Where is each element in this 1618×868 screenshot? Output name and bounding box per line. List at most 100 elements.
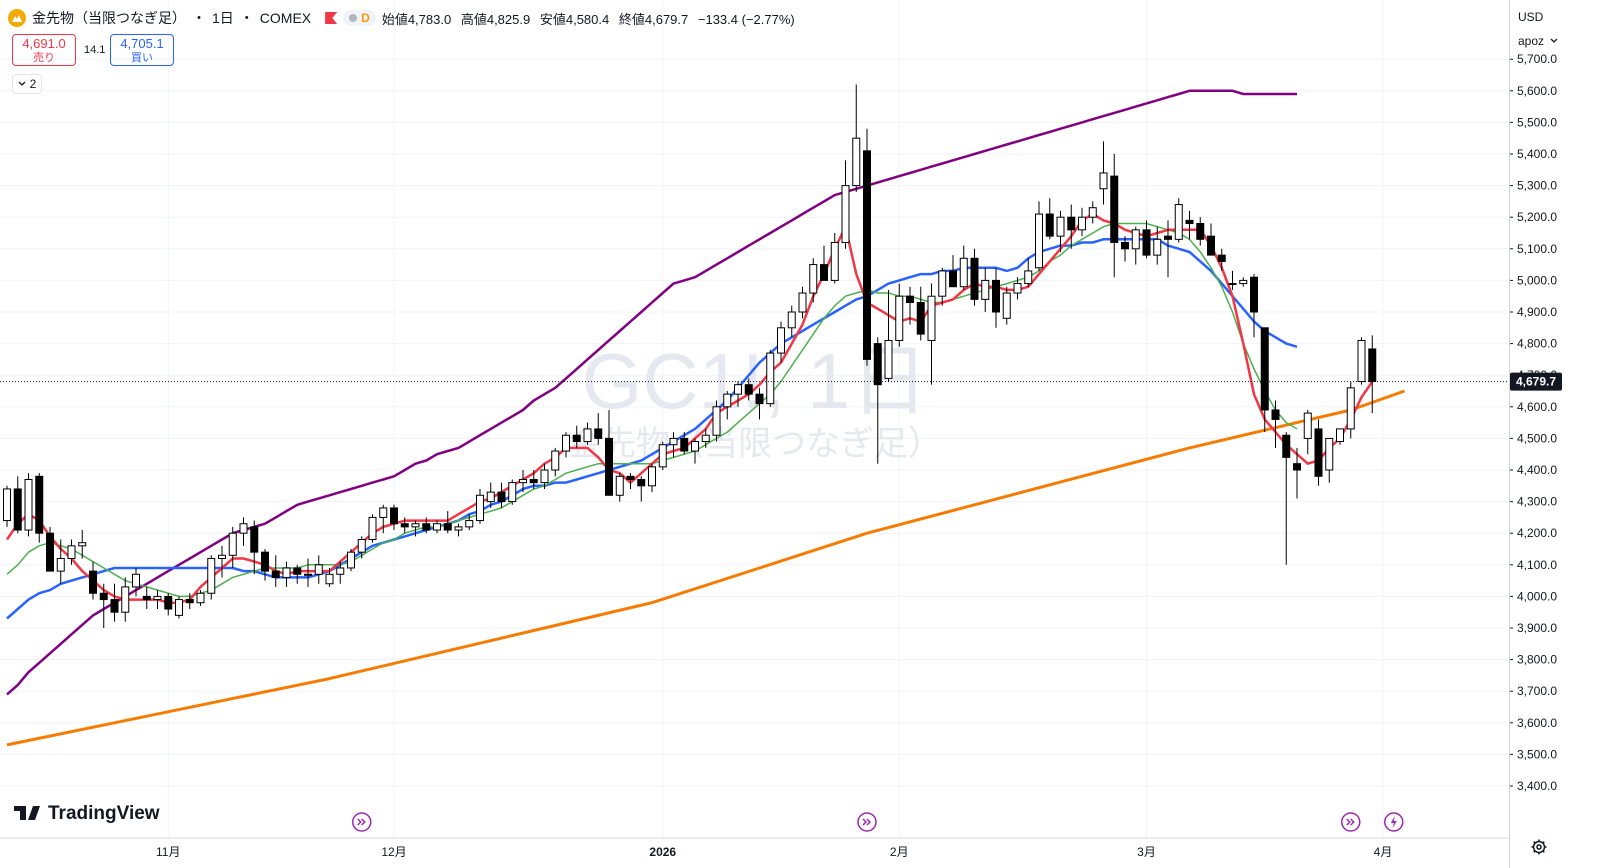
indicator-collapse-button[interactable]: 2 xyxy=(12,74,42,94)
scale-mode-selector[interactable]: apoz xyxy=(1514,30,1564,52)
price-tick-label: 5,000.0 xyxy=(1517,273,1557,287)
time-tick-label: 11月 xyxy=(156,845,180,859)
candle-up xyxy=(777,327,785,354)
candle-up xyxy=(3,488,11,522)
candle-up xyxy=(981,279,990,300)
candle-up xyxy=(1035,213,1043,269)
buy-button[interactable]: 4,705.1 買い xyxy=(110,34,174,66)
market-status-pill[interactable]: D xyxy=(343,10,376,26)
candle-up xyxy=(562,434,570,452)
candle-up xyxy=(357,539,366,553)
candle-up xyxy=(927,295,936,341)
symbol-name[interactable]: 金先物（当限つなぎ足） xyxy=(32,10,186,26)
candle-up xyxy=(1346,387,1355,430)
candle-up xyxy=(368,516,377,541)
candle-up xyxy=(519,478,527,484)
candle-up xyxy=(1099,172,1108,190)
time-tick-label: 2月 xyxy=(890,845,909,859)
moving-average-line xyxy=(6,89,1297,696)
candle-down xyxy=(1121,241,1129,250)
candle-up xyxy=(841,185,850,243)
price-tick-label: 4,400.0 xyxy=(1517,463,1557,477)
candle-down xyxy=(1260,327,1269,411)
candle-up xyxy=(67,545,76,559)
sell-button[interactable]: 4,691.0 売り xyxy=(12,34,76,66)
market-status-dot xyxy=(349,14,358,22)
candle-down xyxy=(1314,428,1323,477)
candle-up xyxy=(830,241,839,281)
event-arrow-icon[interactable] xyxy=(1341,812,1361,832)
candle-down xyxy=(594,428,603,439)
candle-up xyxy=(551,450,560,471)
price-tick-label: 3,500.0 xyxy=(1517,747,1557,761)
last-price-label: 4,679.7 xyxy=(1516,375,1556,389)
time-axis: 11月 12月 2026 2月 3月 4月 xyxy=(156,845,1392,859)
low-value: 4,580.4 xyxy=(565,11,610,27)
candle-down xyxy=(1110,175,1119,243)
price-tick-label: 4,500.0 xyxy=(1517,431,1557,445)
flag-icon[interactable] xyxy=(325,12,338,24)
candle-down xyxy=(992,279,1000,313)
arrow-glyph xyxy=(1346,818,1355,826)
candle-up xyxy=(787,311,796,329)
candle-up xyxy=(175,599,183,616)
candle-up xyxy=(938,270,947,297)
event-arrow-icon[interactable] xyxy=(857,812,877,832)
brand-text: TradingView xyxy=(48,803,160,824)
low-label: 安値 xyxy=(539,11,566,27)
candle-down xyxy=(863,150,871,360)
interval[interactable]: 1日 xyxy=(212,10,234,26)
price-tick-label: 3,400.0 xyxy=(1517,779,1557,793)
candle-up xyxy=(239,523,248,534)
candle-up xyxy=(314,564,323,575)
candle-down xyxy=(1067,216,1076,231)
candle-down xyxy=(1282,434,1291,458)
candle-up xyxy=(701,434,710,443)
scale-mode-label: apoz xyxy=(1518,34,1545,48)
time-tick-label: 2026 xyxy=(649,845,676,859)
time-tick-label: 12月 xyxy=(381,845,406,859)
candle-up xyxy=(712,406,721,436)
candle-up xyxy=(56,557,65,572)
price-tick-label: 3,800.0 xyxy=(1517,653,1557,667)
candle-up xyxy=(454,526,463,531)
candle-up xyxy=(658,444,667,468)
candle-down xyxy=(89,570,97,594)
exchange: COMEX xyxy=(259,10,312,26)
candle-up xyxy=(1056,216,1065,237)
candle-down xyxy=(13,488,22,531)
candle-up xyxy=(433,523,441,531)
candle-down xyxy=(1368,348,1377,383)
candle-up xyxy=(78,542,87,547)
candle-up xyxy=(228,532,237,556)
delayed-data-badge: D xyxy=(361,11,370,25)
price-tick-label: 5,600.0 xyxy=(1517,84,1557,98)
candle-down xyxy=(1185,219,1194,225)
candle-down xyxy=(185,599,194,604)
candle-down xyxy=(626,475,635,480)
candle-down xyxy=(293,567,302,575)
separator: ・ xyxy=(239,10,254,26)
candle-up xyxy=(132,573,140,588)
candle-up xyxy=(669,437,678,446)
candle-up xyxy=(1088,207,1097,218)
candle-up xyxy=(1013,283,1022,294)
lightning-icon[interactable] xyxy=(1384,812,1404,832)
gear-icon[interactable] xyxy=(1530,838,1548,856)
candle-up xyxy=(852,137,861,187)
candle-up xyxy=(798,292,807,313)
candle-down xyxy=(873,343,882,386)
open-value: 4,783.0 xyxy=(407,11,452,27)
candle-down xyxy=(46,532,54,572)
collapse-chevron-icon xyxy=(18,81,26,86)
candle-down xyxy=(529,478,538,484)
price-tick-label: 5,300.0 xyxy=(1517,179,1557,193)
price-tick-label: 4,300.0 xyxy=(1517,495,1557,509)
price-tick-label: 4,800.0 xyxy=(1517,337,1557,351)
candle-up xyxy=(1303,412,1312,439)
currency-selector[interactable]: USD xyxy=(1514,6,1564,28)
event-arrow-icon[interactable] xyxy=(352,812,372,832)
